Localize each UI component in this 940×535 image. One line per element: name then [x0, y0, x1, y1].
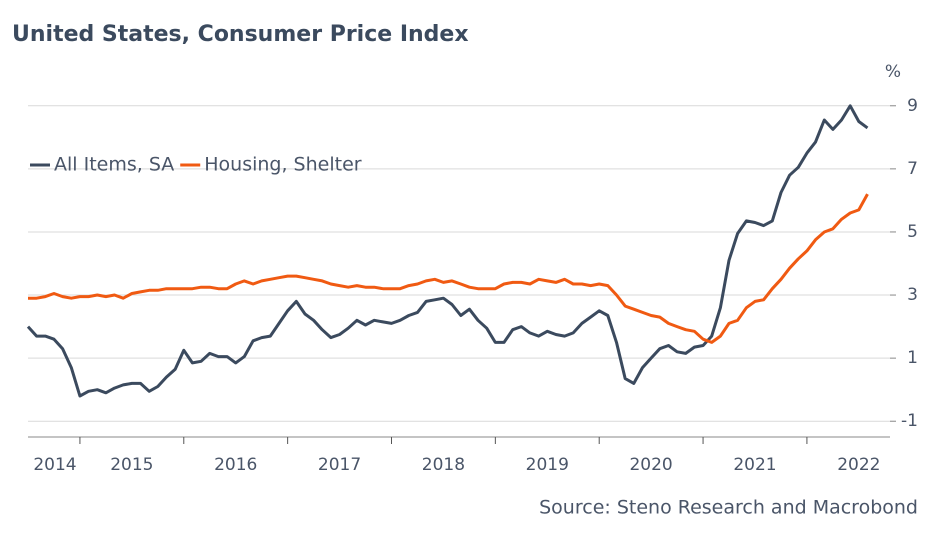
source: Source: Steno Research and Macrobond — [539, 497, 918, 519]
series-line — [26, 104, 869, 398]
legend-label: All Items, SA — [54, 154, 174, 176]
x-tick-label: 2022 — [837, 455, 880, 475]
y-tick-label: 9 — [907, 96, 918, 116]
y-tick-label: 5 — [907, 222, 918, 242]
y-tick-label: 7 — [907, 159, 918, 179]
x-tick-label: 2021 — [733, 455, 776, 475]
x-tick-label: 2018 — [422, 455, 465, 475]
x-tick-label: 2014 — [33, 455, 76, 475]
x-tick-label: 2017 — [318, 455, 361, 475]
chart-title: United States, Consumer Price Index — [12, 22, 469, 47]
y-tick-label: 3 — [907, 285, 918, 305]
x-tick-label: 2019 — [526, 455, 569, 475]
y-tick-label: 1 — [907, 348, 918, 368]
y-tick-label: -1 — [901, 411, 918, 431]
series-line — [28, 193, 869, 344]
x-tick-label: 2016 — [214, 455, 257, 475]
y-unit: % — [885, 62, 901, 82]
x-tick-label: 2015 — [110, 455, 153, 475]
legend-label: Housing, Shelter — [204, 154, 362, 176]
x-tick-label: 2020 — [629, 455, 672, 475]
